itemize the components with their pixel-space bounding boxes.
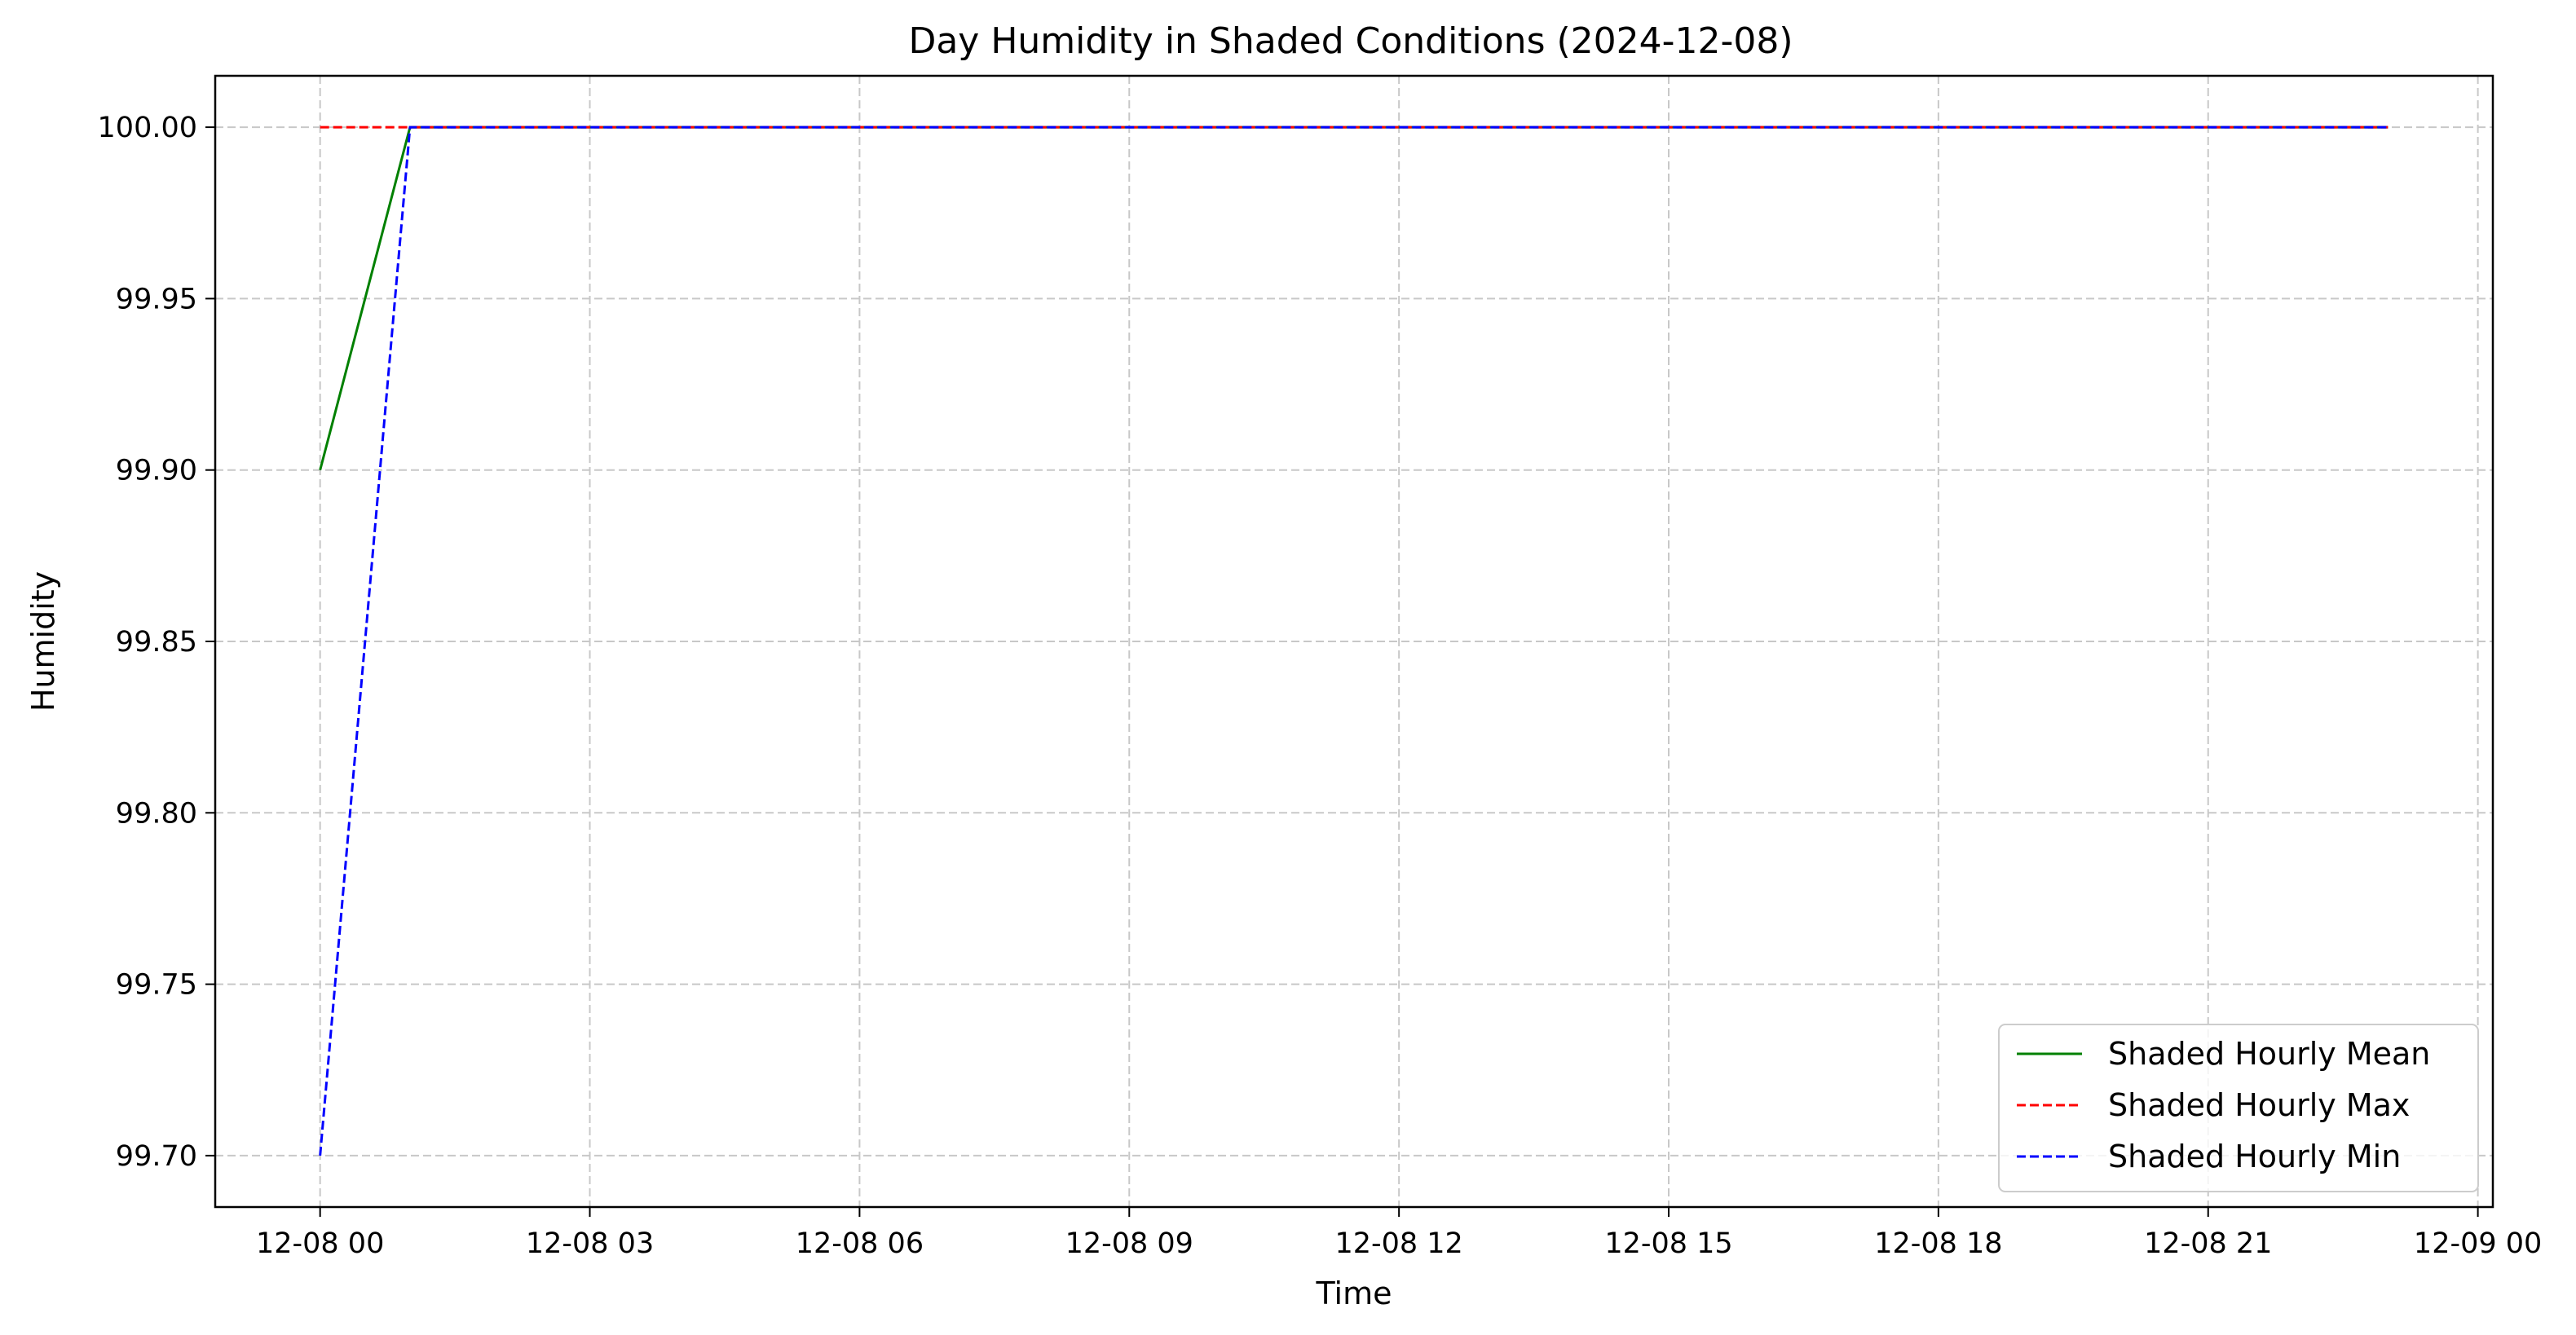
- legend-label-1: Shaded Hourly Max: [2108, 1087, 2410, 1123]
- legend-label-0: Shaded Hourly Mean: [2108, 1036, 2430, 1072]
- x-tick-label: 12-08 00: [256, 1227, 384, 1260]
- x-tick-label: 12-09 00: [2414, 1227, 2542, 1260]
- y-tick-label: 99.85: [116, 626, 197, 659]
- legend: Shaded Hourly Mean Shaded Hourly Max Shade…: [1998, 1024, 2479, 1192]
- x-tick-label: 12-08 12: [1334, 1227, 1462, 1260]
- x-tick-label: 12-08 21: [2144, 1227, 2272, 1260]
- y-tick-label: 99.75: [116, 969, 197, 1002]
- x-tick-label: 12-08 06: [796, 1227, 924, 1260]
- x-axis-label: Time: [1316, 1276, 1392, 1311]
- x-tick-label: 12-08 03: [526, 1227, 654, 1260]
- y-tick-label: 99.80: [116, 797, 197, 830]
- y-tick-label: 99.90: [116, 455, 197, 487]
- y-axis: 99.70 99.75 99.80 99.85 99.90 99.95 100.00: [98, 112, 215, 1173]
- y-tick-label: 100.00: [98, 112, 197, 144]
- x-tick-label: 12-08 09: [1065, 1227, 1193, 1260]
- series-lines: [319, 126, 2389, 1157]
- legend-frame: [1998, 1024, 2479, 1192]
- y-axis-label: Humidity: [25, 571, 61, 712]
- x-tick-label: 12-08 15: [1604, 1227, 1732, 1260]
- chart-title: Day Humidity in Shaded Conditions (2024-…: [908, 20, 1793, 62]
- x-tick-label: 12-08 18: [1874, 1227, 2002, 1260]
- y-tick-label: 99.70: [116, 1140, 197, 1173]
- legend-label-2: Shaded Hourly Min: [2108, 1139, 2401, 1174]
- x-axis: 12-08 00 12-08 03 12-08 06 12-08 09 12-08 12…: [256, 1207, 2542, 1260]
- series-line-2: [319, 126, 2389, 1157]
- y-tick-label: 99.95: [116, 283, 197, 315]
